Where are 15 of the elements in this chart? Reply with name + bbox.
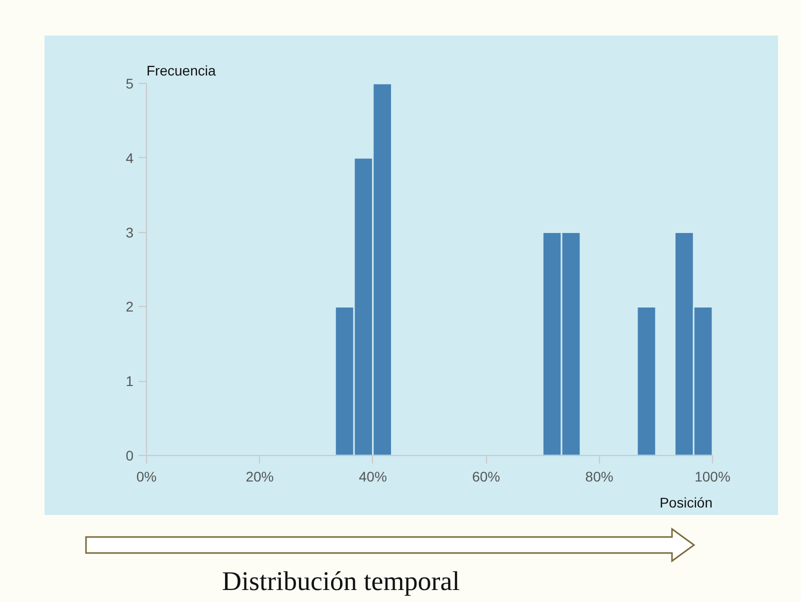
x-axis-title: Posición — [660, 494, 713, 510]
text: Distribución temporal — [221, 565, 461, 597]
y-tick-label: 1 — [126, 373, 134, 390]
x-tick-label: 40% — [358, 468, 387, 484]
y-tick-label: 5 — [126, 76, 134, 92]
y-axis-title: Frecuencia — [146, 62, 216, 78]
x-tick-label: 0% — [136, 468, 157, 484]
x-tick-label: 80% — [585, 468, 614, 484]
y-tick-label: 2 — [126, 298, 134, 315]
x-tick-label: 60% — [472, 468, 500, 484]
x-tick-label: 100% — [694, 468, 730, 484]
x-tick-label: 20% — [246, 468, 274, 484]
y-tick-label: 4 — [126, 150, 134, 166]
y-tick-label: 3 — [126, 224, 134, 240]
y-tick-label: 0 — [126, 448, 134, 464]
